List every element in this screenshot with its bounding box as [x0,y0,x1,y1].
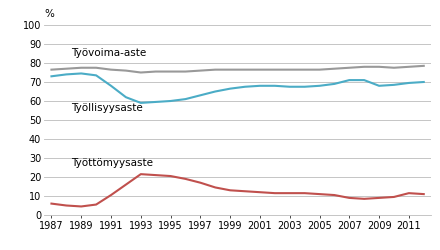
Text: Työvoima-aste: Työvoima-aste [71,48,146,58]
Text: Työttömyysaste: Työttömyysaste [71,158,153,168]
Text: %: % [44,9,54,19]
Text: Työllisyysaste: Työllisyysaste [71,103,143,113]
